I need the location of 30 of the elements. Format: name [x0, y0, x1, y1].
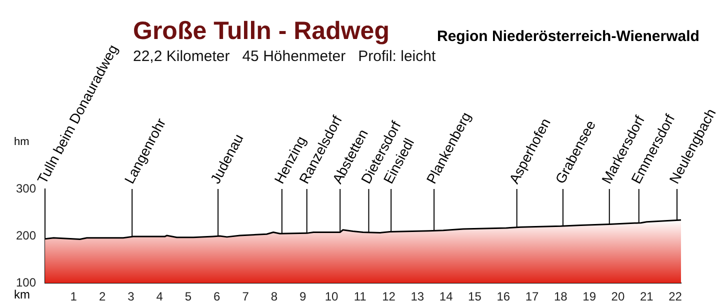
x-tick-label: 15 [468, 290, 482, 304]
x-tick-label: 2 [98, 290, 106, 304]
x-axis-title: km [14, 287, 30, 302]
x-tick-label: 13 [410, 290, 424, 304]
x-tick-label: 8 [270, 290, 278, 304]
y-tick-label: 300 [16, 181, 36, 196]
x-tick-label: 1 [70, 290, 78, 304]
y-tick-label: 100 [16, 275, 36, 290]
x-tick-label: 22 [668, 290, 682, 304]
x-tick-label: 7 [242, 290, 250, 304]
x-tick-label: 20 [611, 290, 625, 304]
x-tick-label: 12 [382, 290, 396, 304]
x-tick-label: 3 [128, 290, 135, 304]
x-tick-label: 6 [214, 290, 221, 304]
x-tick-label: 14 [439, 290, 454, 304]
x-tick-label: 21 [640, 290, 654, 304]
y-tick-label: 200 [16, 228, 36, 242]
x-tick-label: 19 [582, 290, 596, 304]
x-tick-label: 5 [184, 290, 192, 304]
x-tick-label: 9 [299, 290, 306, 304]
x-tick-label: 11 [354, 290, 367, 304]
x-tick-label: 17 [525, 290, 540, 304]
chart-title: Große Tulln - Radweg [133, 17, 390, 46]
x-tick-label: 10 [324, 290, 338, 304]
x-tick-label: 16 [496, 290, 510, 304]
chart-subtitle: Region Niederösterreich-Wienerwald [437, 28, 700, 45]
y-axis-title: hm [14, 136, 30, 148]
text: 22,2 Kilometer 45 Höhenmeter Profil: leicht [133, 48, 436, 65]
x-tick-label: 18 [554, 290, 568, 304]
x-tick-label: 4 [156, 290, 164, 304]
